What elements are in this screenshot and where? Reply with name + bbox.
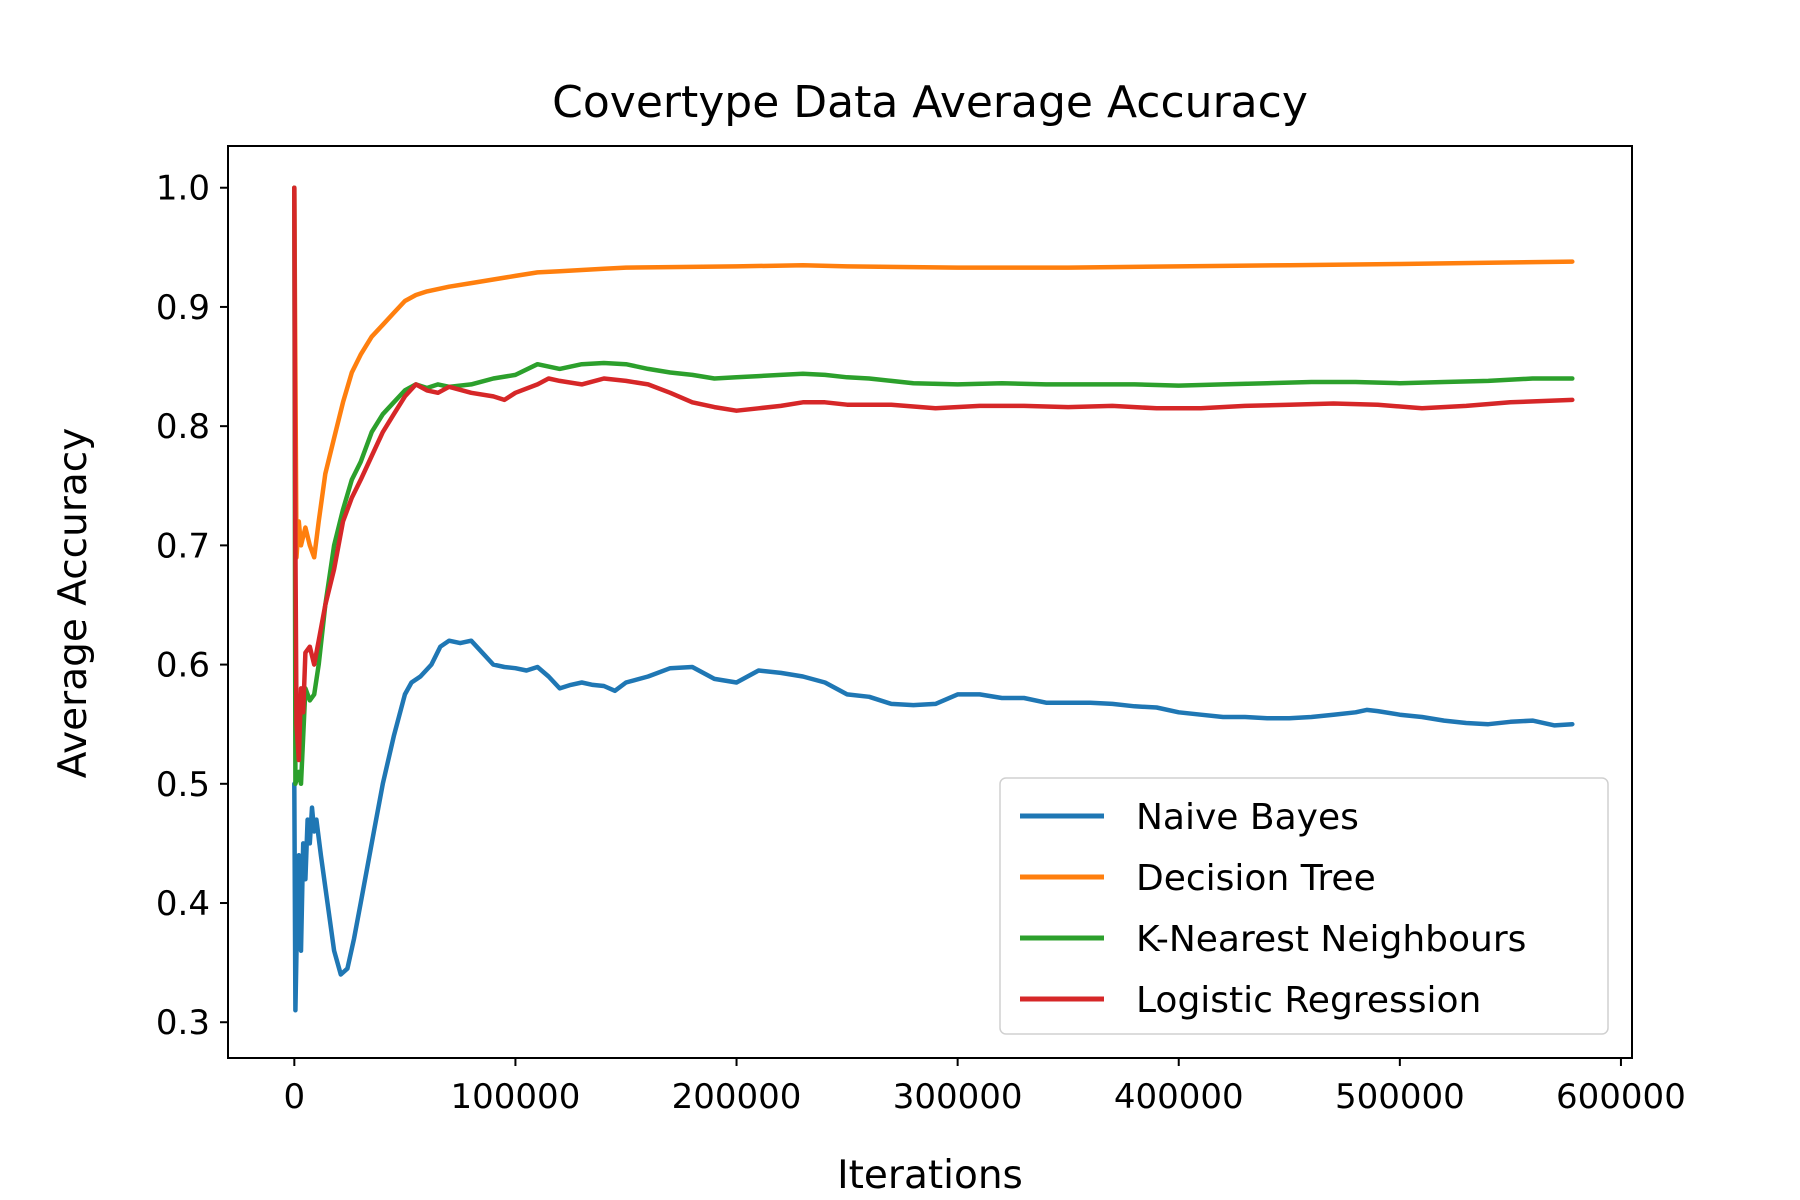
legend-label-logistic-regression: Logistic Regression (1136, 980, 1481, 1021)
y-tick-label: 0.3 (156, 1003, 210, 1043)
legend-label-decision-tree: Decision Tree (1136, 858, 1376, 899)
y-tick-label: 0.4 (156, 884, 210, 924)
y-axis-title: Average Accuracy (51, 428, 96, 779)
x-tick-label: 100000 (451, 1077, 581, 1117)
series-line-decision-tree (292, 185, 1575, 560)
x-axis: 0 100000 200000 300000 400000 500000 600000 (284, 1058, 1686, 1117)
plot-frame (227, 145, 1633, 1059)
legend: Naive Bayes Decision Tree K-Nearest Neighb… (999, 777, 1609, 1035)
y-tick-label: 0.8 (156, 407, 210, 447)
chart-title: Covertype Data Average Accuracy (552, 77, 1308, 128)
plot-area (227, 145, 1633, 1059)
legend-frame (999, 777, 1609, 1035)
series-line-logistic-regression (292, 185, 1575, 763)
series-layer (292, 185, 1575, 1013)
legend-label-naive-bayes: Naive Bayes (1136, 797, 1359, 838)
y-tick-label: 0.7 (156, 526, 210, 566)
y-tick-label: 1.0 (156, 169, 210, 209)
x-tick-label: 300000 (893, 1077, 1023, 1117)
x-tick-label: 600000 (1556, 1077, 1686, 1117)
x-tick-label: 0 (284, 1077, 306, 1117)
legend-label-k-nearest-neighbours: K-Nearest Neighbours (1136, 919, 1526, 960)
series-line-naive-bayes (292, 638, 1575, 1013)
x-tick-label: 200000 (672, 1077, 802, 1117)
y-tick-label: 0.6 (156, 646, 210, 686)
x-tick-label: 500000 (1335, 1077, 1465, 1117)
series-line-k-nearest-neighbours (292, 185, 1575, 787)
y-tick-label: 0.5 (156, 765, 210, 805)
x-axis-title: Iterations (837, 1153, 1023, 1198)
y-axis: 0.3 0.4 0.5 0.6 0.7 0.8 0.9 1.0 (156, 169, 228, 1043)
y-tick-label: 0.9 (156, 288, 210, 328)
x-tick-label: 400000 (1114, 1077, 1244, 1117)
